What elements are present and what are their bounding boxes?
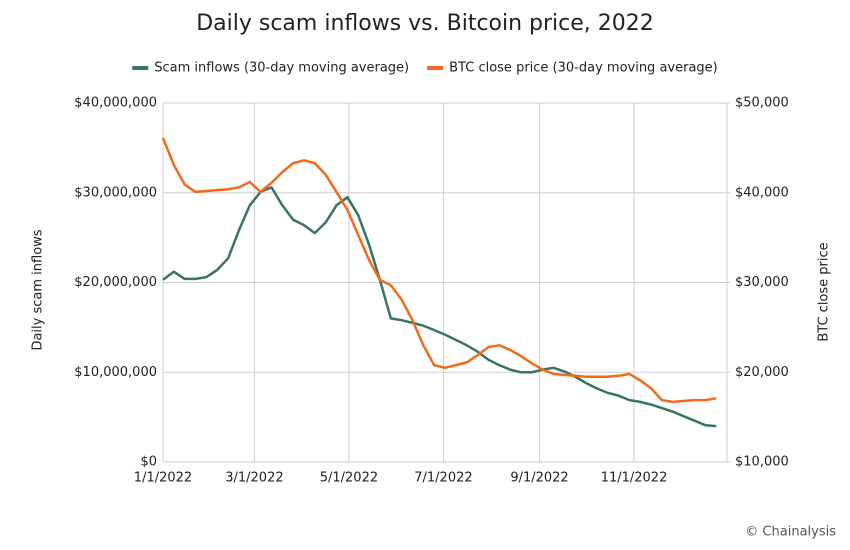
legend: Scam inflows (30-day moving average) BTC … bbox=[132, 61, 718, 76]
y2-tick-label: $20,000 bbox=[735, 365, 789, 380]
y-tick-label: $30,000,000 bbox=[74, 185, 157, 200]
y2-axis-title: BTC close price bbox=[817, 242, 832, 341]
y2-tick-label: $10,000 bbox=[735, 455, 789, 470]
x-tick-label: 1/1/2022 bbox=[134, 471, 192, 486]
y2-tick-label: $30,000 bbox=[735, 275, 789, 290]
y-tick-label: $20,000,000 bbox=[74, 275, 157, 290]
x-tick-label: 3/1/2022 bbox=[225, 471, 283, 486]
x-tick-label: 9/1/2022 bbox=[510, 471, 568, 486]
y2-tick-label: $40,000 bbox=[735, 185, 789, 200]
legend-label: Scam inflows (30-day moving average) bbox=[154, 61, 409, 76]
y-axis-title: Daily scam inflows bbox=[31, 229, 46, 350]
chart-title: Daily scam inflows vs. Bitcoin price, 20… bbox=[196, 11, 654, 36]
x-tick-label: 5/1/2022 bbox=[320, 471, 378, 486]
y-tick-label: $0 bbox=[140, 455, 157, 470]
source-note: © Chainalysis bbox=[745, 525, 836, 540]
y-tick-label: $40,000,000 bbox=[74, 96, 157, 111]
x-tick-label: 7/1/2022 bbox=[414, 471, 472, 486]
y-tick-label: $10,000,000 bbox=[74, 365, 157, 380]
data-line bbox=[162, 186, 717, 428]
data-line bbox=[161, 137, 717, 404]
x-tick-label: 11/1/2022 bbox=[601, 471, 668, 486]
legend-label: BTC close price (30-day moving average) bbox=[449, 61, 718, 76]
y2-tick-label: $50,000 bbox=[735, 96, 789, 111]
